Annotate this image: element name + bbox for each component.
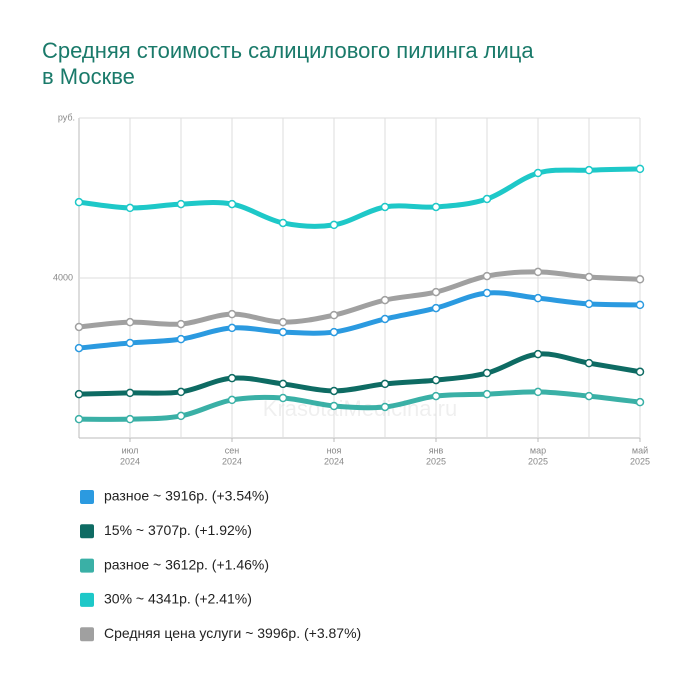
point — [176, 387, 186, 397]
x-tick-label: 2025 — [426, 456, 446, 466]
point — [431, 391, 441, 401]
series-line — [76, 166, 643, 229]
x-tick-label: 2025 — [630, 456, 650, 466]
point — [176, 319, 186, 329]
point — [635, 397, 645, 407]
point — [533, 293, 543, 303]
x-tick-label: июл — [122, 445, 139, 455]
point — [584, 299, 594, 309]
point — [74, 322, 84, 332]
point — [380, 295, 390, 305]
legend-swatch — [80, 627, 94, 642]
point — [74, 197, 84, 207]
point — [74, 389, 84, 399]
legend-label: Средняя цена услуги ~ 3996р. (+3.87%) — [104, 625, 361, 641]
point — [635, 275, 645, 284]
legend-label: 30% ~ 4341р. (+2.41%) — [104, 591, 252, 607]
point — [533, 349, 543, 359]
point — [329, 386, 339, 396]
point — [227, 199, 237, 209]
point — [176, 334, 186, 344]
point — [74, 343, 84, 353]
point — [74, 414, 84, 424]
legend-swatch — [80, 524, 94, 539]
point — [329, 310, 339, 320]
point — [227, 395, 237, 405]
legend-swatch — [80, 592, 94, 607]
x-tick-label: 2024 — [324, 456, 344, 466]
point — [278, 327, 288, 337]
point — [635, 367, 645, 377]
x-tick-label: май — [632, 445, 648, 455]
point — [431, 303, 441, 313]
point — [431, 202, 441, 212]
point — [278, 379, 288, 389]
point — [380, 402, 390, 412]
series-line — [76, 290, 643, 351]
point — [125, 317, 135, 327]
point — [125, 203, 135, 213]
point — [533, 387, 543, 397]
point — [278, 218, 288, 228]
point — [431, 287, 441, 297]
x-tick-label: ноя — [327, 445, 342, 455]
point — [533, 168, 543, 178]
point — [482, 389, 492, 399]
legend-label: разное ~ 3612р. (+1.46%) — [104, 556, 269, 572]
point — [431, 375, 441, 385]
point — [227, 373, 237, 383]
point — [380, 202, 390, 212]
point — [635, 300, 645, 310]
point — [482, 368, 492, 378]
point — [584, 165, 594, 175]
point — [482, 271, 492, 281]
legend-label: 15% ~ 3707р. (+1.92%) — [104, 522, 252, 538]
x-tick-label: сен — [225, 445, 240, 455]
point — [482, 288, 492, 298]
point — [125, 388, 135, 398]
x-tick-label: 2024 — [120, 456, 140, 466]
legend-label: разное ~ 3916р. (+3.54%) — [104, 488, 269, 504]
series-line — [76, 389, 643, 422]
point — [533, 267, 543, 277]
point — [584, 272, 594, 282]
y-tick-label: 4000 — [53, 272, 73, 282]
point — [125, 338, 135, 348]
legend-swatch — [80, 490, 94, 504]
point — [635, 164, 645, 174]
x-tick-label: 2024 — [222, 456, 242, 466]
point — [125, 414, 135, 424]
point — [176, 411, 186, 421]
series-line — [76, 351, 643, 397]
point — [278, 393, 288, 403]
legend-swatch — [80, 558, 94, 573]
x-tick-label: 2025 — [528, 456, 548, 466]
point — [329, 401, 339, 411]
point — [380, 314, 390, 324]
x-tick-label: янв — [429, 445, 444, 455]
point — [329, 327, 339, 337]
y-axis-label: руб. — [58, 112, 75, 122]
point — [176, 199, 186, 209]
point — [227, 323, 237, 333]
point — [380, 379, 390, 389]
point — [584, 391, 594, 401]
series-line — [76, 269, 643, 330]
point — [584, 358, 594, 368]
point — [482, 194, 492, 204]
point — [329, 220, 339, 230]
point — [278, 317, 288, 327]
chart-title: Средняя стоимость салицилового пилинга л… — [42, 38, 534, 89]
x-tick-label: мар — [530, 445, 546, 455]
point — [227, 309, 237, 319]
